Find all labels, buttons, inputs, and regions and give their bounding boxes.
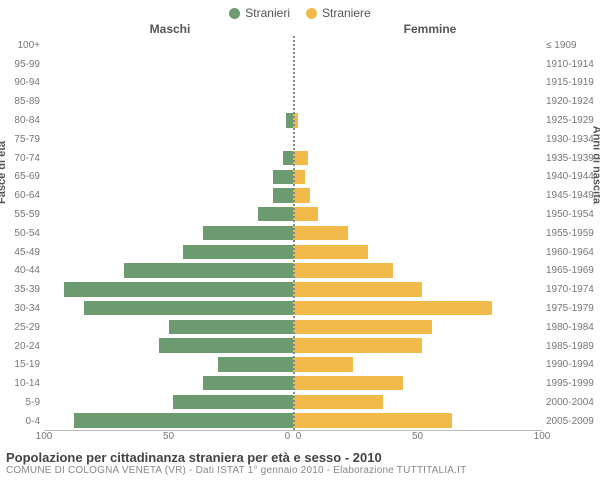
bar-female (293, 395, 383, 409)
legend-item: Straniere (306, 6, 371, 20)
x-tick: 0 (285, 431, 291, 442)
birth-label: 1920-1924 (546, 96, 600, 107)
bar-female (293, 320, 432, 334)
age-label: 40-44 (0, 265, 40, 276)
column-headers: Maschi Femmine (0, 22, 600, 36)
age-label: 80-84 (0, 115, 40, 126)
y-axis-title-right: Anni di nascita (590, 125, 600, 203)
birth-label: 1925-1929 (546, 115, 600, 126)
x-ticks-right: 050100 (293, 431, 542, 442)
chart-subtitle: COMUNE DI COLOGNA VENETA (VR) - Dati IST… (6, 465, 594, 476)
bar-male (74, 413, 293, 427)
legend: Stranieri Straniere (0, 0, 600, 22)
age-label: 25-29 (0, 322, 40, 333)
bar-female (293, 338, 422, 352)
bar-male (273, 170, 293, 184)
plot-area (44, 36, 542, 431)
age-label: 15-19 (0, 359, 40, 370)
age-label: 95-99 (0, 59, 40, 70)
age-label: 10-14 (0, 378, 40, 389)
bar-male (124, 263, 293, 277)
bar-female (293, 357, 353, 371)
x-tick: 100 (534, 431, 551, 442)
header-males: Maschi (0, 22, 300, 36)
bar-female (293, 245, 368, 259)
bar-female (293, 226, 348, 240)
bar-male (84, 301, 293, 315)
bar-male (203, 226, 293, 240)
bar-female (293, 151, 308, 165)
center-divider (293, 36, 295, 430)
bar-female (293, 376, 403, 390)
birth-label: 1955-1959 (546, 228, 600, 239)
x-tick: 100 (36, 431, 53, 442)
legend-label: Straniere (322, 6, 371, 20)
birth-label: 1980-1984 (546, 322, 600, 333)
bar-male (286, 113, 293, 127)
y-axis-title-left: Fasce di età (0, 141, 8, 204)
birth-label: 1970-1974 (546, 284, 600, 295)
bar-male (218, 357, 293, 371)
bar-female (293, 301, 492, 315)
birth-label: 1910-1914 (546, 59, 600, 70)
age-label: 20-24 (0, 341, 40, 352)
birth-label: 1915-1919 (546, 77, 600, 88)
x-tick: 50 (163, 431, 174, 442)
birth-label: ≤ 1909 (546, 40, 600, 51)
bar-male (203, 376, 293, 390)
bar-male (173, 395, 293, 409)
footer: Popolazione per cittadinanza straniera p… (0, 442, 600, 476)
age-label: 0-4 (0, 416, 40, 427)
age-label: 50-54 (0, 228, 40, 239)
bar-male (183, 245, 293, 259)
age-label: 100+ (0, 40, 40, 51)
legend-swatch (306, 8, 317, 19)
bar-male (273, 188, 293, 202)
x-tick: 50 (412, 431, 423, 442)
y-axis-right: ≤ 1909 1910-1914 1915-1919 1920-1924 1925-19… (542, 36, 600, 431)
bar-male (64, 282, 293, 296)
bar-female (293, 188, 310, 202)
chart-title: Popolazione per cittadinanza straniera p… (6, 450, 594, 465)
x-tick: 0 (296, 431, 302, 442)
bar-female (293, 282, 422, 296)
header-females: Femmine (300, 22, 600, 36)
bar-female (293, 263, 393, 277)
birth-label: 1985-1989 (546, 341, 600, 352)
birth-label: 1950-1954 (546, 209, 600, 220)
bar-female (293, 207, 318, 221)
bar-male (258, 207, 293, 221)
legend-item: Stranieri (229, 6, 290, 20)
birth-label: 1965-1969 (546, 265, 600, 276)
birth-label: 1960-1964 (546, 247, 600, 258)
age-label: 5-9 (0, 397, 40, 408)
chart-area: Fasce di età 100+95-9990-9485-8980-8475-… (0, 36, 600, 431)
x-ticks-left: 100500 (44, 431, 293, 442)
age-label: 90-94 (0, 77, 40, 88)
bar-female (293, 413, 452, 427)
birth-label: 1995-1999 (546, 378, 600, 389)
age-label: 85-89 (0, 96, 40, 107)
birth-label: 2005-2009 (546, 416, 600, 427)
birth-label: 1990-1994 (546, 359, 600, 370)
bar-male (283, 151, 293, 165)
age-label: 45-49 (0, 247, 40, 258)
age-label: 35-39 (0, 284, 40, 295)
y-axis-left: 100+95-9990-9485-8980-8475-7970-7465-696… (0, 36, 44, 431)
legend-swatch (229, 8, 240, 19)
birth-label: 2000-2004 (546, 397, 600, 408)
bar-male (169, 320, 294, 334)
x-axis: 100 50 0 0 50 100 (0, 431, 600, 442)
age-label: 30-34 (0, 303, 40, 314)
age-label: 55-59 (0, 209, 40, 220)
birth-label: 1975-1979 (546, 303, 600, 314)
legend-label: Stranieri (245, 6, 290, 20)
bar-male (159, 338, 293, 352)
